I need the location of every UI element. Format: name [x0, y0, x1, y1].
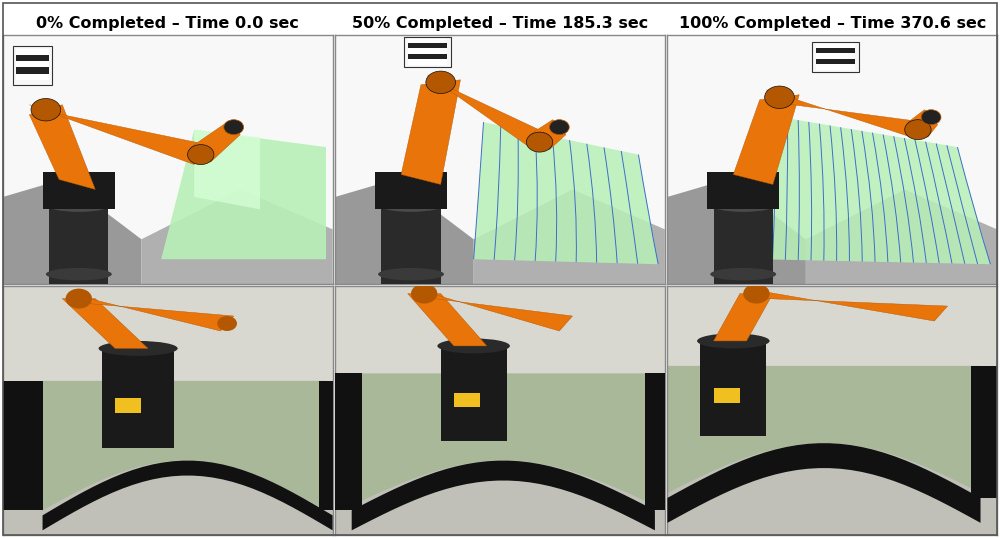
Circle shape [765, 86, 794, 109]
Polygon shape [69, 294, 234, 331]
Polygon shape [971, 366, 997, 498]
Circle shape [921, 110, 941, 125]
Bar [16, 55, 49, 61]
Bar [441, 346, 507, 441]
Bar [13, 46, 52, 85]
Ellipse shape [46, 268, 112, 280]
Ellipse shape [378, 268, 444, 280]
Polygon shape [3, 381, 43, 511]
Polygon shape [43, 381, 326, 511]
Polygon shape [806, 189, 997, 284]
Polygon shape [161, 130, 326, 259]
Polygon shape [414, 288, 573, 331]
Polygon shape [62, 299, 148, 349]
Bar [454, 393, 480, 407]
Ellipse shape [697, 334, 770, 349]
Bar [408, 59, 447, 65]
Bar [408, 54, 447, 59]
Bar [115, 398, 141, 413]
Bar [714, 204, 773, 284]
Bar [816, 59, 855, 65]
Title: 100% Completed – Time 370.6 sec: 100% Completed – Time 370.6 sec [679, 16, 986, 31]
Polygon shape [335, 180, 474, 284]
Bar [714, 387, 740, 402]
Polygon shape [760, 115, 990, 264]
Bar [16, 67, 49, 74]
Polygon shape [352, 373, 655, 505]
Polygon shape [427, 75, 549, 150]
Ellipse shape [378, 197, 444, 212]
Circle shape [905, 119, 931, 140]
Polygon shape [3, 180, 141, 284]
Polygon shape [667, 180, 806, 284]
Polygon shape [707, 172, 779, 209]
Bar [16, 61, 49, 67]
Circle shape [743, 284, 770, 303]
Bar [16, 74, 49, 80]
Polygon shape [733, 95, 799, 185]
Polygon shape [29, 105, 207, 165]
Ellipse shape [710, 268, 776, 280]
Title: 0% Completed – Time 0.0 sec: 0% Completed – Time 0.0 sec [36, 16, 299, 31]
Circle shape [549, 119, 569, 134]
Polygon shape [352, 461, 655, 530]
Circle shape [224, 119, 244, 134]
Ellipse shape [437, 338, 510, 353]
Polygon shape [191, 122, 240, 162]
Bar [667, 286, 997, 398]
Bar [816, 53, 855, 59]
Bar [335, 398, 665, 535]
Polygon shape [766, 90, 924, 137]
Bar [335, 286, 665, 398]
Polygon shape [335, 373, 362, 511]
Polygon shape [29, 105, 95, 189]
Bar [408, 43, 447, 48]
Polygon shape [194, 130, 260, 209]
Bar [16, 48, 49, 55]
Polygon shape [408, 294, 487, 346]
Circle shape [188, 145, 214, 165]
Ellipse shape [99, 341, 178, 356]
Circle shape [526, 132, 553, 152]
Polygon shape [530, 119, 566, 150]
Bar [3, 398, 333, 535]
Ellipse shape [46, 197, 112, 212]
Bar [3, 286, 333, 398]
Bar [408, 38, 447, 43]
Polygon shape [141, 189, 333, 284]
Polygon shape [375, 172, 447, 209]
Polygon shape [319, 381, 333, 511]
Polygon shape [645, 373, 665, 511]
Bar [667, 398, 997, 535]
Title: 50% Completed – Time 185.3 sec: 50% Completed – Time 185.3 sec [352, 16, 648, 31]
Polygon shape [747, 288, 948, 321]
Bar [408, 48, 447, 54]
Polygon shape [667, 366, 981, 493]
Bar [812, 43, 859, 72]
Polygon shape [474, 189, 665, 284]
Polygon shape [908, 110, 938, 137]
Polygon shape [401, 80, 460, 185]
Bar [816, 48, 855, 53]
Bar [700, 341, 766, 436]
Bar [49, 204, 108, 284]
Bar [381, 204, 441, 284]
Bar [816, 65, 855, 70]
Bar [404, 38, 451, 67]
Circle shape [411, 284, 437, 303]
Bar [816, 43, 855, 48]
Polygon shape [43, 461, 333, 530]
Circle shape [31, 98, 61, 121]
Polygon shape [43, 172, 115, 209]
Polygon shape [474, 122, 658, 264]
Circle shape [426, 71, 456, 94]
Ellipse shape [710, 197, 776, 212]
Polygon shape [714, 294, 773, 341]
Polygon shape [667, 443, 981, 523]
Circle shape [66, 288, 92, 309]
Bar [102, 349, 174, 448]
Circle shape [217, 316, 237, 331]
